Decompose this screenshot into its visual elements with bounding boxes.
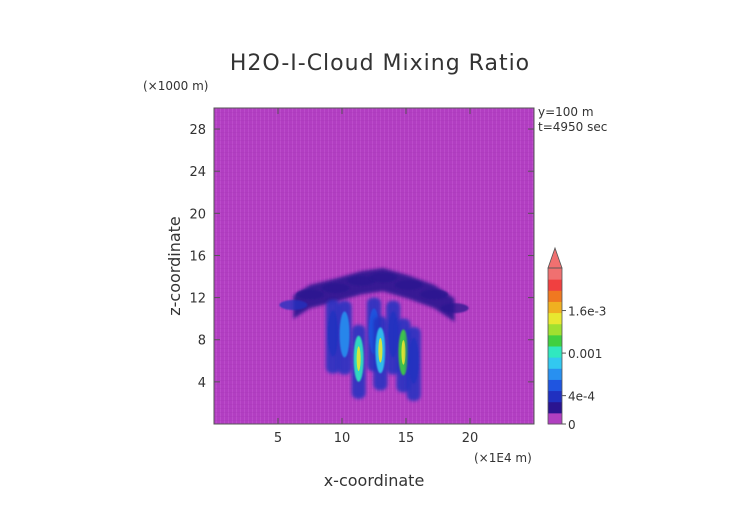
cloud-column-peak (356, 346, 361, 371)
cloud-column-core (328, 310, 339, 357)
cloud-column-core (388, 311, 399, 358)
x-tick-label: 5 (274, 431, 282, 446)
colorbar: 0 4e-4 0.001 1.6e-3 (547, 246, 606, 432)
y-tick-label: 16 (189, 249, 206, 264)
cloud-anvil-cell (440, 303, 469, 314)
y-tick-label: 8 (198, 334, 206, 349)
colorbar-segment (548, 290, 562, 302)
cloud-column-peak (378, 337, 383, 363)
y-tick-label: 28 (189, 123, 206, 138)
colorbar-segment (548, 379, 562, 392)
colorbar-segment (548, 301, 562, 314)
y-tick-label: 12 (189, 292, 206, 307)
cloud-anvil-cell (296, 289, 324, 300)
cloud-anvil-cell (321, 283, 350, 294)
x-tick-label: 20 (462, 431, 479, 446)
colorbar-segment (548, 357, 562, 369)
cloud-anvil-cell (394, 279, 423, 290)
cloud-anvil-cell (420, 289, 449, 300)
colorbar-tick-label: 0 (568, 418, 576, 432)
colorbar-segment (548, 412, 562, 425)
cloud-field (279, 268, 469, 401)
colorbar-segment (548, 346, 562, 358)
x-tick-label: 15 (398, 431, 415, 446)
plot-frame (213, 107, 535, 425)
colorbar-extend-arrow (547, 246, 563, 269)
colorbar-segment (548, 368, 562, 380)
colorbar-tick-label: 4e-4 (568, 390, 595, 404)
x-tick-label: 10 (334, 431, 351, 446)
y-scale-label: (×1000 m) (143, 79, 208, 93)
colorbar-frame (547, 267, 563, 425)
colorbar-segment (548, 334, 562, 347)
cloud-anvil-cell (279, 299, 308, 310)
chart-title: H2O-I-Cloud Mixing Ratio (230, 51, 530, 76)
y-axis-label: z-coordinate (165, 216, 184, 316)
annotation-t: t=4950 sec (538, 120, 607, 134)
cloud-anvil-cell (347, 275, 376, 286)
axes: 5 10 15 20 4 8 12 16 20 24 28 (189, 108, 534, 446)
colorbar-segment (548, 268, 562, 280)
colorbar-segment (548, 312, 562, 325)
colorbar-tick-label: 1.6e-3 (568, 305, 606, 319)
cloud-column-core (339, 311, 350, 358)
colorbar-segment (548, 401, 562, 414)
cloud-anvil-cell (368, 272, 397, 283)
colorbar-segment (548, 390, 562, 403)
x-axis-label: x-coordinate (324, 471, 425, 490)
annotation-y: y=100 m (538, 105, 594, 119)
cloud-column-peak (401, 340, 406, 365)
y-tick-label: 4 (198, 376, 206, 391)
y-tick-label: 24 (189, 165, 206, 180)
x-scale-label: (×1E4 m) (474, 451, 532, 465)
cloud-column-core (408, 337, 419, 384)
y-tick-label: 20 (189, 207, 206, 222)
colorbar-segment (548, 279, 562, 291)
colorbar-segment (548, 323, 562, 336)
colorbar-tick-label: 0.001 (568, 347, 602, 361)
